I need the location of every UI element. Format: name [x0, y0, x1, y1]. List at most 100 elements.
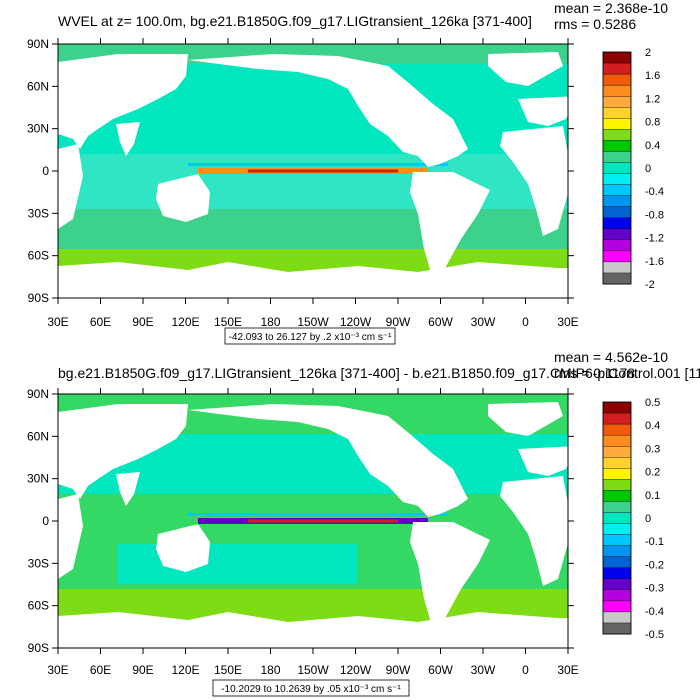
colorbar-swatch [602, 534, 632, 547]
y-tick-label: 60S [28, 599, 49, 613]
field-patch [118, 544, 358, 584]
colorbar-label: 0.4 [645, 140, 660, 152]
x-tick-label: 30E [557, 663, 578, 677]
colorbar-swatch [602, 140, 632, 152]
map-field [58, 394, 568, 648]
colorbar-swatch [602, 445, 632, 458]
colorbar-swatch [602, 84, 632, 97]
colorbar-frame [602, 51, 632, 285]
rms-stat: rms = 0.5286 [554, 16, 636, 32]
colorbar-swatch [602, 479, 632, 491]
y-tick-label: 0 [42, 164, 49, 178]
colorbar-swatch [602, 118, 632, 130]
x-tick-label: 120E [171, 315, 199, 329]
x-tick-label: 120W [340, 663, 372, 677]
x-tick-label: 90E [132, 663, 153, 677]
x-tick-label: 150W [297, 315, 329, 329]
y-tick-label: 90N [27, 37, 49, 51]
colorbar-label: -1.6 [645, 256, 664, 268]
x-tick-label: 0 [522, 663, 529, 677]
field-patch [58, 209, 568, 249]
colorbar-swatch [602, 412, 632, 425]
colorbar-swatch [602, 600, 632, 613]
x-tick-label: 180 [260, 315, 280, 329]
y-tick-label: 60N [27, 79, 49, 93]
y-tick-label: 90S [28, 641, 49, 655]
colorbar-swatch [602, 217, 632, 230]
x-tick-label: 150W [297, 663, 329, 677]
colorbar-swatch [602, 239, 632, 252]
colorbar-swatch [602, 272, 632, 285]
colorbar-swatch [602, 173, 632, 186]
range-label: -10.2029 to 10.2639 by .05 x10⁻³ cm s⁻¹ [221, 684, 401, 695]
colorbar-label: 1.2 [645, 93, 660, 105]
colorbar-swatch [602, 261, 632, 274]
colorbar-swatch [602, 62, 632, 75]
x-tick-label: 60W [428, 663, 453, 677]
x-tick-label: 60E [90, 315, 111, 329]
x-tick-label: 30E [47, 663, 68, 677]
equatorial-band-upper [188, 513, 448, 516]
x-tick-label: 120E [171, 663, 199, 677]
colorbar-label: 0.4 [645, 420, 660, 432]
colorbar-swatch [602, 545, 632, 558]
colorbar-label: -0.3 [645, 583, 664, 595]
x-tick-label: 0 [522, 315, 529, 329]
colorbar-swatch [602, 95, 632, 108]
colorbar-swatch [602, 250, 632, 263]
y-tick-label: 90N [27, 387, 49, 401]
y-tick-label: 60N [27, 429, 49, 443]
equatorial-band-core [248, 169, 398, 173]
colorbar-swatch [602, 228, 632, 241]
colorbar-swatch [602, 206, 632, 219]
colorbar-swatch [602, 129, 632, 141]
x-tick-label: 60E [90, 663, 111, 677]
y-tick-label: 30S [28, 206, 49, 220]
x-tick-label: 150E [214, 663, 242, 677]
map-panel-1: WVEL at z= 100.0m, bg.e21.B1850G.f09_g17… [27, 0, 668, 345]
y-tick-label: 30S [28, 556, 49, 570]
colorbar-label: -0.4 [645, 606, 664, 618]
colorbar-swatch [602, 468, 632, 480]
colorbar-label: 0.3 [645, 443, 660, 455]
range-label: -42.093 to 26.127 by .2 x10⁻³ cm s⁻¹ [229, 332, 393, 343]
x-tick-label: 60W [428, 315, 453, 329]
x-tick-label: 90E [132, 315, 153, 329]
panel-title: bg.e21.B1850G.f09_g17.LIGtransient_126ka… [58, 365, 700, 381]
colorbar-swatch [602, 523, 632, 536]
colorbar-label: 1.6 [645, 70, 660, 82]
colorbar-label: 0.2 [645, 467, 660, 479]
colorbar-label: -0.5 [645, 629, 664, 641]
panel-title: WVEL at z= 100.0m, bg.e21.B1850G.f09_g17… [58, 13, 532, 29]
colorbar-swatch [602, 107, 632, 119]
map-field [58, 44, 568, 298]
x-tick-label: 90W [386, 315, 411, 329]
colorbar-swatch [602, 512, 632, 525]
colorbar-label: -0.2 [645, 559, 664, 571]
colorbar-label: 0 [645, 513, 651, 525]
colorbar-swatch [602, 611, 632, 624]
colorbar-swatch [602, 162, 632, 175]
y-tick-label: 30N [27, 472, 49, 486]
colorbar-swatch [602, 622, 632, 635]
colorbar-swatch [602, 578, 632, 591]
y-tick-label: 0 [42, 514, 49, 528]
colorbar-swatch [602, 501, 632, 513]
colorbar-label: -1.2 [645, 233, 664, 245]
colorbar-label: 0.5 [645, 397, 660, 409]
y-tick-label: 60S [28, 249, 49, 263]
range-label-box [212, 679, 410, 697]
colorbar-swatch [602, 51, 632, 64]
colorbar-swatch [602, 556, 632, 569]
colorbar-label: -0.8 [645, 209, 664, 221]
colorbar-swatch [602, 434, 632, 447]
y-tick-label: 30N [27, 122, 49, 136]
colorbar-swatch [602, 73, 632, 86]
colorbar-label: -0.1 [645, 536, 664, 548]
colorbar-label: 0.8 [645, 117, 660, 129]
colorbar-swatch [602, 401, 632, 414]
x-tick-label: 150E [214, 315, 242, 329]
x-tick-label: 30E [557, 315, 578, 329]
colorbar-swatch [602, 457, 632, 469]
